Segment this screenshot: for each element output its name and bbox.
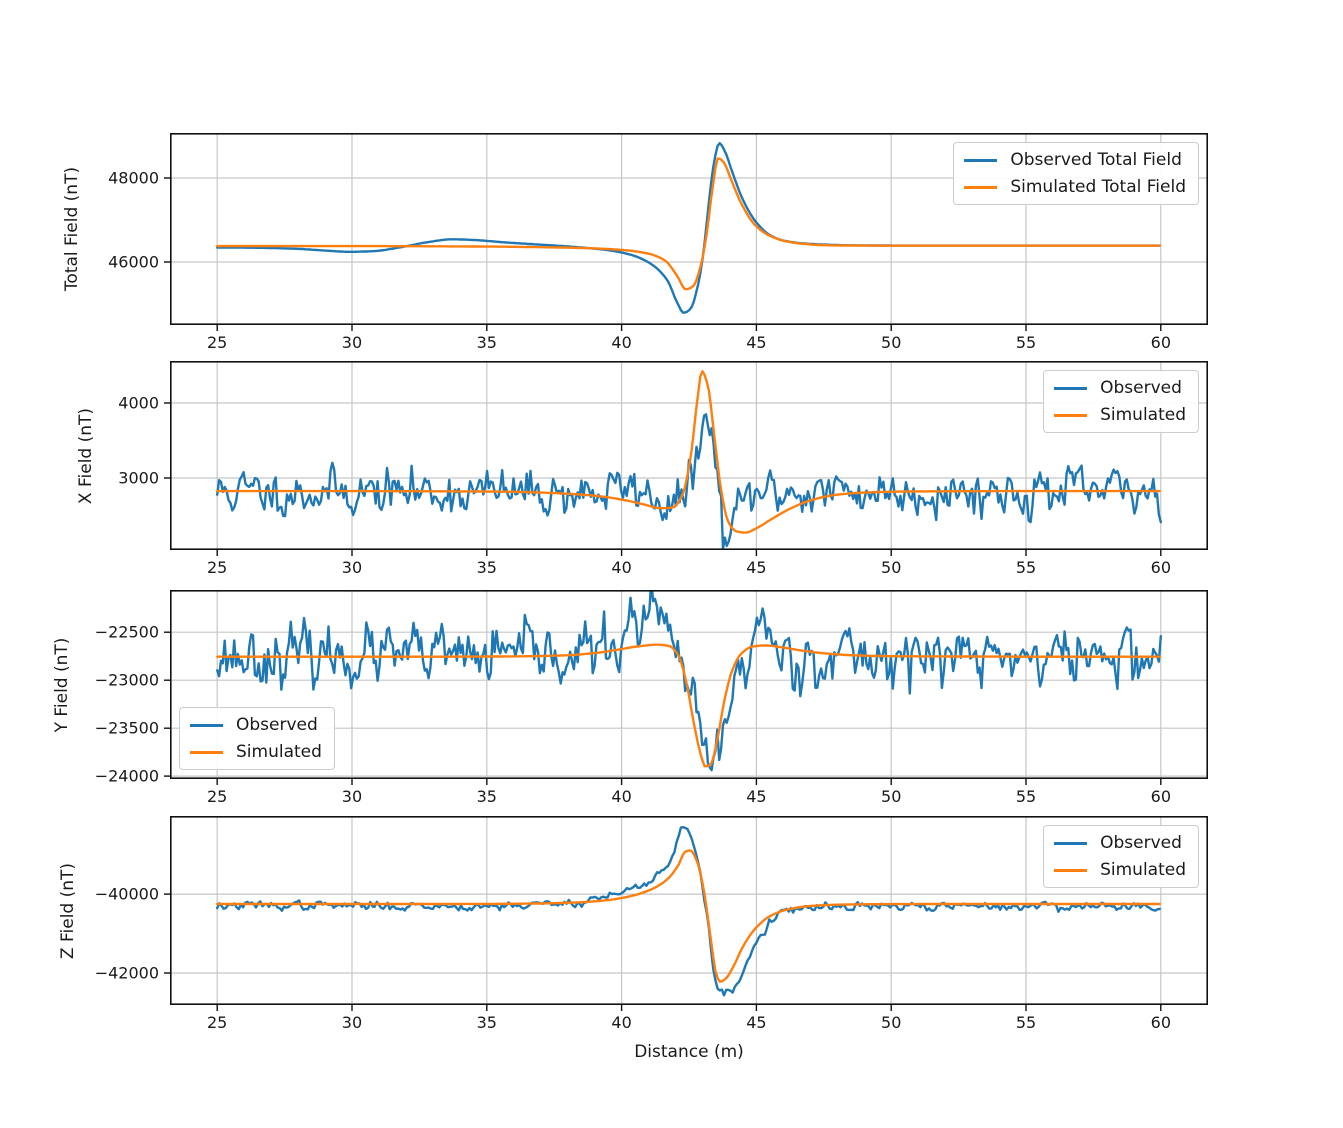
legend-label: Simulated Total Field bbox=[1010, 177, 1186, 197]
simulated-line bbox=[216, 370, 1161, 534]
x-tick-label: 25 bbox=[206, 558, 228, 577]
axes-frame bbox=[170, 590, 1209, 779]
x-tick-label: 45 bbox=[746, 558, 767, 577]
x-tick-label: 30 bbox=[341, 1013, 363, 1032]
series-group bbox=[216, 370, 1162, 550]
legend-label: Observed bbox=[1100, 833, 1182, 853]
x-tick-label: 40 bbox=[611, 333, 632, 352]
x-tick-label: 55 bbox=[1015, 558, 1037, 577]
legend-label: Observed Total Field bbox=[1010, 150, 1182, 170]
y-tick-label: 46000 bbox=[108, 252, 159, 272]
x-tick-label: 45 bbox=[746, 787, 767, 806]
series-group bbox=[216, 826, 1161, 997]
axes-frame bbox=[170, 816, 1209, 1005]
x-tick-label: 35 bbox=[476, 787, 497, 806]
x-tick-label: 35 bbox=[476, 1013, 497, 1032]
x-tick-label: 25 bbox=[206, 1013, 228, 1032]
legend: Observed Simulated bbox=[1043, 825, 1199, 888]
observed-line bbox=[216, 413, 1162, 550]
simulated-line bbox=[216, 643, 1161, 768]
x-tick-label: 60 bbox=[1150, 333, 1171, 352]
legend-line-swatch bbox=[964, 185, 998, 189]
legend-item: Simulated Total Field bbox=[964, 177, 1186, 197]
x-tick-label: 55 bbox=[1015, 1013, 1037, 1032]
x-tick-label: 60 bbox=[1150, 558, 1171, 577]
legend: Observed Total Field Simulated Total Fiel… bbox=[953, 142, 1199, 205]
legend-line-swatch bbox=[190, 723, 223, 727]
x-tick-label: 40 bbox=[611, 558, 632, 577]
observed-line bbox=[216, 826, 1161, 997]
x-axis-label: Distance (m) bbox=[634, 1042, 744, 1062]
y-tick-label: 48000 bbox=[108, 168, 159, 188]
legend-line-swatch bbox=[1054, 841, 1088, 845]
legend-label: Observed bbox=[1100, 378, 1182, 398]
subplot-y-field: Y Field (nT) 25 30 35 40 45 50 55 60 −22500 −2300… bbox=[52, 590, 1209, 806]
subplot-total-field: Total Field (nT) 25 30 35 40 45 50 55 60 46000 48… bbox=[62, 133, 1209, 352]
y-tick-label: 3000 bbox=[118, 468, 159, 488]
x-tick-label: 50 bbox=[881, 558, 902, 577]
legend-item: Simulated bbox=[190, 742, 322, 762]
axes-frame bbox=[170, 133, 1209, 325]
x-tick-label: 30 bbox=[341, 787, 363, 806]
legend-line-swatch bbox=[1054, 386, 1088, 390]
legend-label: Simulated bbox=[236, 742, 322, 762]
plot-area-z-field bbox=[164, 816, 1209, 1011]
x-tick-label: 25 bbox=[206, 787, 228, 806]
legend-item: Observed bbox=[190, 715, 322, 735]
axes-frame bbox=[170, 361, 1209, 550]
series-group bbox=[216, 142, 1161, 314]
x-tick-label: 50 bbox=[881, 1013, 902, 1032]
x-tick-label: 25 bbox=[206, 333, 228, 352]
y-tick-label: −22500 bbox=[94, 622, 159, 642]
legend-item: Observed bbox=[1054, 378, 1186, 398]
y-tick-label: −23500 bbox=[94, 718, 159, 738]
legend-item: Simulated bbox=[1054, 405, 1186, 425]
x-tick-label: 60 bbox=[1150, 1013, 1171, 1032]
x-tick-label: 30 bbox=[341, 558, 363, 577]
x-tick-label: 50 bbox=[881, 787, 902, 806]
simulated-line bbox=[216, 849, 1161, 983]
legend-line-swatch bbox=[964, 158, 998, 162]
x-tick-label: 55 bbox=[1015, 333, 1037, 352]
x-tick-label: 50 bbox=[881, 333, 902, 352]
x-tick-label: 40 bbox=[611, 1013, 632, 1032]
legend: Observed Simulated bbox=[179, 707, 335, 770]
legend-item: Simulated bbox=[1054, 860, 1186, 880]
simulated-line bbox=[216, 157, 1161, 291]
x-tick-label: 35 bbox=[476, 558, 497, 577]
x-tick-label: 45 bbox=[746, 1013, 767, 1032]
y-axis-label-x-field: X Field (nT) bbox=[76, 407, 96, 504]
series-group bbox=[216, 590, 1162, 772]
legend-line-swatch bbox=[1054, 413, 1088, 417]
y-axis-label-y-field: Y Field (nT) bbox=[52, 637, 72, 732]
legend-line-swatch bbox=[1054, 868, 1088, 872]
y-axis-label-z-field: Z Field (nT) bbox=[58, 862, 78, 959]
legend-line-swatch bbox=[190, 750, 223, 754]
y-tick-label: −24000 bbox=[94, 766, 159, 786]
x-tick-label: 35 bbox=[476, 333, 497, 352]
legend-label: Observed bbox=[236, 715, 318, 735]
observed-line bbox=[216, 590, 1162, 772]
x-tick-label: 45 bbox=[746, 333, 767, 352]
y-tick-label: −42000 bbox=[94, 963, 159, 983]
y-axis-label-total-field: Total Field (nT) bbox=[62, 166, 82, 292]
x-tick-label: 60 bbox=[1150, 787, 1171, 806]
plot-area-y-field bbox=[164, 590, 1209, 785]
x-tick-label: 55 bbox=[1015, 787, 1037, 806]
legend-label: Simulated bbox=[1100, 405, 1186, 425]
y-tick-label: −40000 bbox=[94, 884, 159, 904]
legend-item: Observed Total Field bbox=[964, 150, 1186, 170]
subplot-z-field: Z Field (nT) 25 30 35 40 45 50 55 60 −40000 −4200… bbox=[58, 816, 1209, 1032]
x-tick-label: 30 bbox=[341, 333, 363, 352]
legend-label: Simulated bbox=[1100, 860, 1186, 880]
y-tick-label: 4000 bbox=[118, 393, 159, 413]
subplot-x-field: X Field (nT) 25 30 35 40 45 50 55 60 3000 4000 Obs… bbox=[76, 361, 1209, 577]
y-tick-label: −23000 bbox=[94, 670, 159, 690]
x-tick-label: 40 bbox=[611, 787, 632, 806]
legend: Observed Simulated bbox=[1043, 370, 1199, 433]
legend-item: Observed bbox=[1054, 833, 1186, 853]
